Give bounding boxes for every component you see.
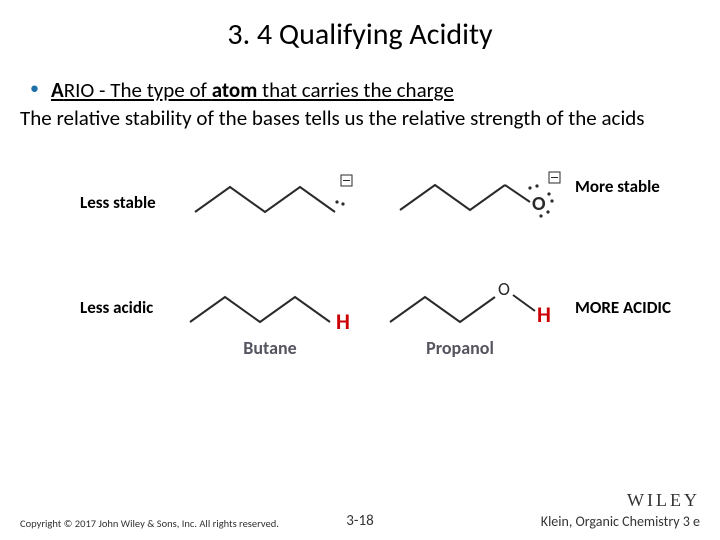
body-text: The relative stability of the bases tell… <box>20 105 700 131</box>
bullet-row: • ARIO - The type of atom that carries t… <box>20 77 700 103</box>
butane-label: Butane <box>230 337 310 359</box>
label-less-stable: Less stable <box>80 192 156 213</box>
h-atom-2: H <box>537 301 551 328</box>
slide-title: 3. 4 Qualifying Acidity <box>20 16 700 53</box>
page-number: 3-18 <box>346 512 373 530</box>
label-less-acidic: Less acidic <box>80 297 153 318</box>
oxygen-atom: O <box>532 192 546 216</box>
footer-right: WILEY Klein, Organic Chemistry 3 e <box>541 490 700 530</box>
atom-word: atom <box>212 77 258 103</box>
bullet-tail: that carries the charge <box>257 77 454 103</box>
h-atom: H <box>336 308 350 335</box>
butane-structure: H <box>180 277 375 337</box>
propoxide-structure: O <box>390 162 565 227</box>
wiley-logo: WILEY <box>541 490 700 511</box>
label-more-stable: More stable <box>575 176 660 197</box>
butyl-anion-structure <box>185 167 365 227</box>
label-more-acidic: MORE ACIDIC <box>575 297 671 318</box>
oxygen-atom-2: O <box>498 278 510 300</box>
propanol-structure: O H <box>380 272 575 337</box>
ario-a: A <box>51 77 64 103</box>
bullet-marker: • <box>30 77 39 100</box>
bullet-text: ARIO - The type of atom that carries the… <box>51 77 454 103</box>
chemistry-area: Less stable More stable Less acidic MORE… <box>20 162 700 402</box>
ario-rest: RIO - The type of <box>64 77 212 103</box>
book-title: Klein, Organic Chemistry 3 e <box>541 513 700 530</box>
copyright-text: Copyright © 2017 John Wiley & Sons, Inc.… <box>20 517 279 530</box>
slide: 3. 4 Qualifying Acidity • ARIO - The typ… <box>0 0 720 540</box>
propanol-label: Propanol <box>415 337 505 359</box>
footer: Copyright © 2017 John Wiley & Sons, Inc.… <box>20 490 700 530</box>
